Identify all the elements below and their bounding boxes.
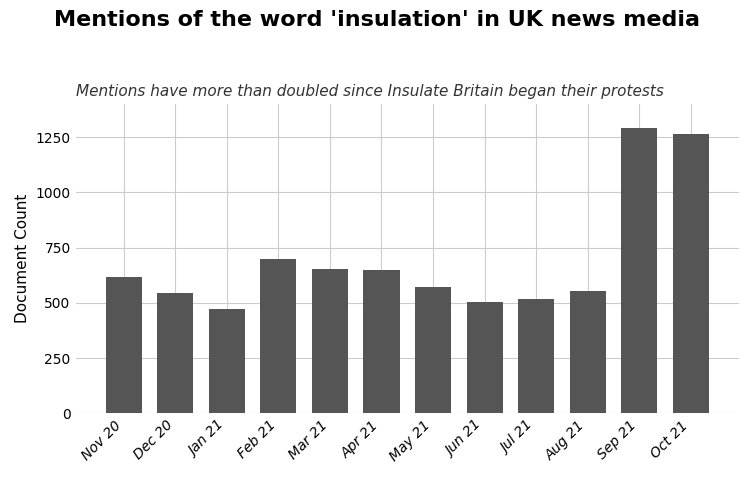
Bar — [363, 270, 400, 413]
Text: Mentions have more than doubled since Insulate Britain began their protests: Mentions have more than doubled since In… — [75, 83, 664, 99]
Bar — [260, 259, 296, 413]
Bar — [106, 277, 142, 413]
Bar — [621, 128, 657, 413]
Bar — [158, 293, 193, 413]
Bar — [673, 134, 709, 413]
Text: Mentions of the word 'insulation' in UK news media: Mentions of the word 'insulation' in UK … — [54, 10, 700, 30]
Bar — [209, 309, 245, 413]
Bar — [312, 269, 348, 413]
Bar — [415, 287, 451, 413]
Bar — [467, 302, 503, 413]
Bar — [518, 299, 554, 413]
Y-axis label: Document Count: Document Count — [15, 194, 30, 323]
Bar — [570, 291, 605, 413]
